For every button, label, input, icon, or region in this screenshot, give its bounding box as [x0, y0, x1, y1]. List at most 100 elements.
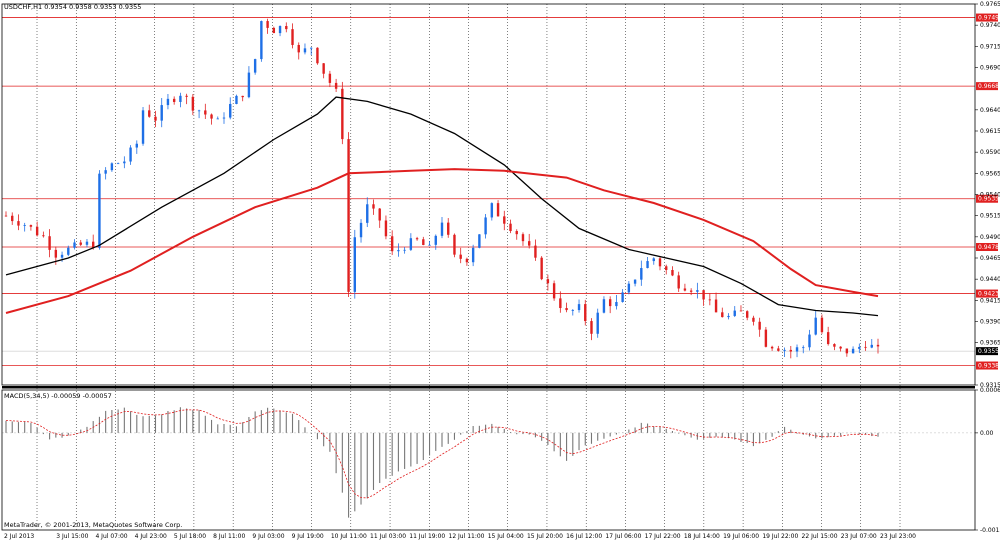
candle-body — [496, 203, 500, 217]
candle-body — [359, 222, 363, 238]
candle-body — [235, 95, 238, 104]
candle-body — [689, 290, 693, 292]
candle-body — [640, 268, 643, 280]
candle-body — [621, 292, 624, 302]
x-tick-label: 12 Jul 11:00 — [449, 533, 485, 540]
x-tick-label: 10 Jul 11:00 — [331, 533, 367, 540]
candle-body — [471, 247, 475, 263]
candle-body — [303, 48, 307, 53]
y-tick-label: 0.9740 — [980, 22, 1000, 29]
candle-body — [447, 222, 450, 235]
candle-body — [48, 236, 51, 250]
candle-body — [864, 346, 867, 348]
candle-body — [733, 310, 736, 316]
y-tick-label: 0.9540 — [980, 192, 1000, 199]
candle-body — [160, 105, 163, 121]
candle-body — [808, 334, 811, 348]
y-tick-label: 0.9365 — [980, 340, 1000, 347]
candle-body — [23, 225, 26, 226]
candle-body — [272, 27, 276, 34]
y-tick-label: 0.9590 — [980, 149, 1000, 156]
candle-body — [378, 208, 381, 221]
x-tick-label: 8 Jul 11:00 — [213, 533, 245, 540]
candle-body — [833, 344, 836, 347]
y-tick-label: 0.9765 — [980, 1, 1000, 8]
level-price-tag — [976, 82, 998, 91]
candle-body — [310, 47, 313, 49]
candle-body — [590, 321, 593, 334]
x-tick-label: 15 Jul 04:00 — [488, 533, 524, 540]
moving-average-black[interactable] — [5, 96, 879, 317]
level-price-tag — [976, 194, 998, 203]
candle-body — [197, 110, 201, 112]
moving-average-red[interactable] — [5, 168, 879, 314]
candle-body — [876, 344, 880, 347]
candle-body — [677, 275, 680, 289]
x-tick-label: 17 Jul 06:00 — [605, 533, 641, 540]
x-tick-label: 2 Jul 2013 — [4, 533, 34, 540]
candle-body — [154, 116, 157, 121]
candle-body — [260, 21, 263, 60]
y-tick-label: 0.9615 — [980, 128, 1000, 135]
candle-body — [727, 315, 730, 318]
candle-body — [60, 254, 64, 258]
candle-body — [615, 301, 618, 307]
level-price-label: 0.9478 — [978, 244, 999, 251]
candle-body — [397, 250, 400, 252]
candle-body — [148, 110, 151, 117]
candle-body — [322, 63, 325, 74]
y-tick-label: 0.9690 — [980, 65, 1000, 72]
candle-body — [665, 266, 668, 270]
candle-body — [820, 317, 824, 333]
candle-body — [216, 118, 219, 120]
candle-body — [409, 238, 413, 250]
candle-body — [565, 308, 568, 311]
candle-body — [266, 21, 269, 28]
candle-body — [98, 173, 101, 248]
candle-body — [241, 95, 244, 98]
x-tick-label: 19 Jul 22:00 — [762, 533, 798, 540]
macd-y-tick-label: 0.00 — [980, 430, 994, 437]
candle-body — [422, 239, 425, 246]
y-tick-label: 0.9415 — [980, 297, 1000, 304]
candle-body — [752, 317, 755, 322]
candle-body — [546, 279, 550, 284]
candle-body — [708, 299, 712, 301]
candle-body — [210, 114, 213, 119]
macd-signal-line — [5, 409, 879, 499]
candle-body — [92, 241, 95, 248]
indicator-header: MACD(5,34,5) -0.00059 -0.00057 — [4, 392, 112, 400]
candle-body — [814, 317, 817, 335]
y-tick-label: 0.9490 — [980, 234, 1000, 241]
level-price-tag — [976, 13, 998, 22]
candle-body — [191, 96, 195, 111]
candle-body — [515, 231, 518, 235]
candle-body — [509, 223, 512, 232]
candle-body — [652, 258, 655, 262]
level-price-label: 0.9668 — [978, 83, 999, 90]
candle-body — [104, 170, 107, 174]
y-tick-label: 0.9465 — [980, 255, 1000, 262]
candle-body — [67, 247, 70, 255]
candle-body — [372, 204, 375, 209]
candle-body — [390, 236, 394, 252]
candle-body — [116, 163, 120, 165]
y-tick-label: 0.9315 — [980, 382, 1000, 389]
candle-body — [328, 73, 332, 83]
copyright-text: MetaTrader, © 2001-2013, MetaQuotes Soft… — [4, 521, 182, 529]
candle-body — [671, 269, 674, 276]
candle-body — [465, 258, 469, 263]
candle-body — [870, 344, 873, 348]
candle-body — [353, 237, 356, 292]
candle-body — [789, 349, 792, 352]
candle-body — [278, 26, 282, 34]
candle-body — [503, 216, 506, 224]
candle-body — [29, 225, 33, 227]
x-tick-label: 11 Jul 19:00 — [409, 533, 445, 540]
candle-body — [746, 311, 749, 318]
candle-body — [403, 249, 406, 251]
candle-body — [802, 347, 805, 349]
candle-body — [783, 349, 786, 351]
